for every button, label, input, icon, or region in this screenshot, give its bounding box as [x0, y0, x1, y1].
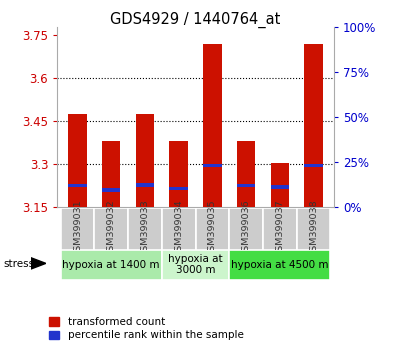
Bar: [102, 141, 120, 207]
Bar: [135, 114, 154, 207]
Text: GDS4929 / 1440764_at: GDS4929 / 1440764_at: [110, 11, 281, 28]
Bar: [229, 208, 263, 250]
Bar: [203, 164, 222, 167]
Bar: [297, 208, 330, 250]
Text: GSM399031: GSM399031: [73, 199, 82, 257]
Text: GSM399032: GSM399032: [107, 199, 116, 257]
Bar: [68, 114, 87, 207]
Bar: [102, 188, 120, 192]
Text: GSM399036: GSM399036: [242, 199, 250, 257]
Bar: [162, 250, 229, 280]
Bar: [169, 141, 188, 207]
Text: hypoxia at
3000 m: hypoxia at 3000 m: [168, 254, 223, 275]
Bar: [135, 183, 154, 187]
Bar: [229, 250, 330, 280]
Text: hypoxia at 1400 m: hypoxia at 1400 m: [62, 259, 160, 270]
Bar: [271, 185, 289, 189]
Text: GSM399033: GSM399033: [141, 199, 149, 257]
Bar: [128, 208, 162, 250]
Text: GSM399034: GSM399034: [174, 199, 183, 257]
Bar: [203, 44, 222, 207]
Text: GSM399037: GSM399037: [275, 199, 284, 257]
Text: GSM399035: GSM399035: [208, 199, 217, 257]
Bar: [304, 44, 323, 207]
Bar: [61, 208, 94, 250]
Text: stress: stress: [3, 259, 34, 269]
Bar: [196, 208, 229, 250]
Polygon shape: [31, 258, 46, 269]
Bar: [68, 184, 87, 188]
Bar: [304, 164, 323, 167]
Bar: [237, 184, 256, 188]
Bar: [94, 208, 128, 250]
Bar: [61, 250, 162, 280]
Text: hypoxia at 4500 m: hypoxia at 4500 m: [231, 259, 329, 270]
Bar: [237, 141, 256, 207]
Bar: [263, 208, 297, 250]
Bar: [169, 187, 188, 190]
Legend: transformed count, percentile rank within the sample: transformed count, percentile rank withi…: [45, 313, 248, 345]
Bar: [162, 208, 196, 250]
Bar: [271, 163, 289, 207]
Text: GSM399038: GSM399038: [309, 199, 318, 257]
